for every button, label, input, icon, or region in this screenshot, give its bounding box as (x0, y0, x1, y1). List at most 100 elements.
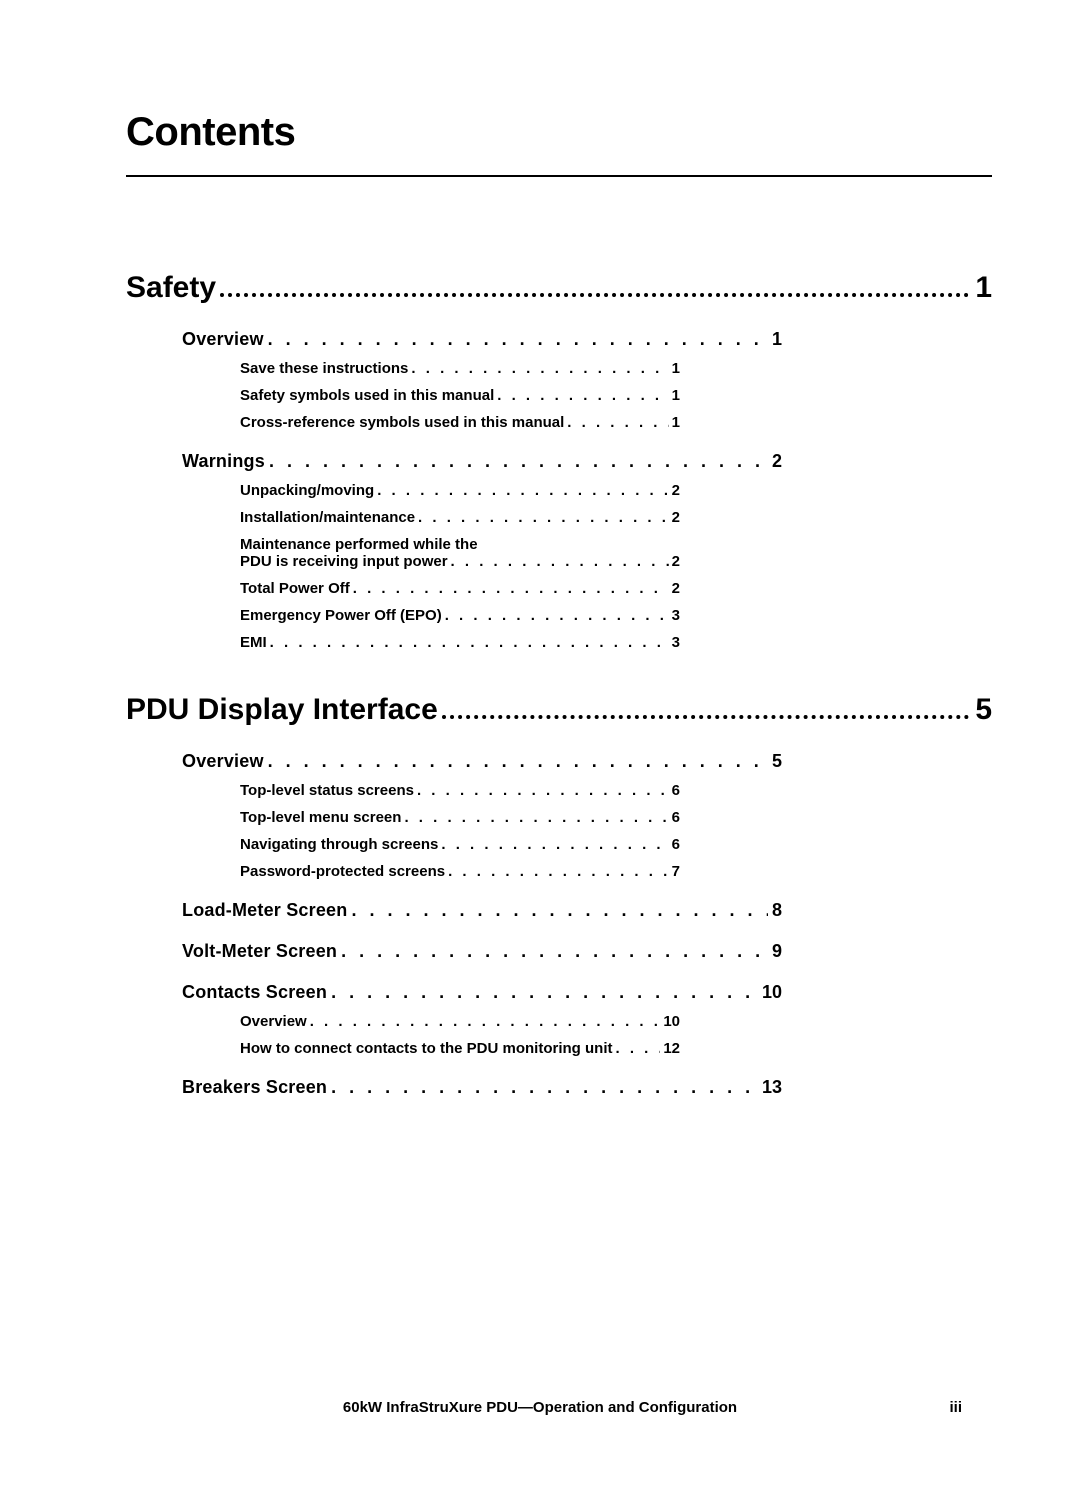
toc-page-number: 6 (672, 836, 680, 853)
toc-section: Volt-Meter Screen 9 (182, 941, 782, 962)
toc-leader-dots (411, 360, 668, 377)
toc-chapter-label: Safety (126, 271, 216, 305)
toc-subsection-label: Unpacking/moving (240, 482, 374, 499)
toc-subsection-label: Overview (240, 1013, 307, 1030)
toc-leader-dots (268, 751, 768, 772)
toc-leader-dots (451, 553, 669, 570)
toc-page-number: 8 (772, 900, 782, 921)
toc-section-wrap: Load-Meter Screen 8 (182, 900, 782, 921)
toc-subsection-label-line2: PDU is receiving input power (240, 553, 448, 570)
toc-leader-dots (441, 836, 668, 853)
toc-subsection-wrap: Navigating through screens 6 (240, 836, 680, 853)
toc-page-number: 2 (772, 451, 782, 472)
toc-page-number: 2 (672, 553, 680, 570)
table-of-contents: Safety1Overview1Save these instructions1… (126, 271, 992, 1098)
toc-leader-dots (331, 982, 758, 1003)
toc-page-number: 2 (672, 580, 680, 597)
toc-page-number: 6 (672, 809, 680, 826)
toc-page-number: 5 (975, 693, 992, 727)
toc-subsection-wrap: Save these instructions1 (240, 360, 680, 377)
toc-subsection-label: Cross-reference symbols used in this man… (240, 414, 564, 431)
toc-subsection-label: Total Power Off (240, 580, 350, 597)
toc-page-number: 3 (672, 607, 680, 624)
toc-subsection-label: Password-protected screens (240, 863, 445, 880)
toc-subsection-label: Top-level status screens (240, 782, 414, 799)
toc-subsection-label: Save these instructions (240, 360, 408, 377)
toc-subsection-wrap: Safety symbols used in this manual1 (240, 387, 680, 404)
toc-subsection: Overview 10 (240, 1013, 680, 1030)
toc-subsection: Cross-reference symbols used in this man… (240, 414, 680, 431)
page: Contents Safety1 Overview 1 Save these inst… (0, 0, 1080, 1485)
toc-section-wrap: Overview 1 (182, 329, 782, 350)
toc-page-number: 10 (762, 982, 782, 1003)
toc-leader-dots (418, 509, 669, 526)
toc-section-label: Overview (182, 329, 264, 350)
toc-leader-dots (417, 782, 669, 799)
toc-leader-dots (220, 293, 969, 297)
toc-subsection: Total Power Off 2 (240, 580, 680, 597)
toc-subsection: Navigating through screens 6 (240, 836, 680, 853)
toc-section-label: Overview (182, 751, 264, 772)
toc-subsection-label: Navigating through screens (240, 836, 438, 853)
toc-page-number: 2 (672, 509, 680, 526)
toc-page-number: 12 (663, 1040, 680, 1057)
toc-page-number: 5 (772, 751, 782, 772)
footer: 60kW InfraStruXure PDU—Operation and Con… (0, 1399, 1080, 1417)
toc-section: Contacts Screen 10 (182, 982, 782, 1003)
toc-subsection: Unpacking/moving 2 (240, 482, 680, 499)
toc-subsection-label: Safety symbols used in this manual (240, 387, 494, 404)
toc-subsection: EMI3 (240, 634, 680, 651)
toc-subsection-wrap: EMI3 (240, 634, 680, 651)
page-title: Contents (126, 110, 992, 155)
toc-leader-dots (310, 1013, 661, 1030)
toc-subsection: Top-level menu screen 6 (240, 809, 680, 826)
toc-subsection-wrap: Emergency Power Off (EPO)3 (240, 607, 680, 624)
toc-leader-dots (567, 414, 668, 431)
toc-section: Breakers Screen 13 (182, 1077, 782, 1098)
content-area: Contents Safety1 Overview 1 Save these inst… (126, 110, 992, 1098)
toc-page-number: 13 (762, 1077, 782, 1098)
toc-page-number: 2 (672, 482, 680, 499)
toc-leader-dots (268, 329, 768, 350)
toc-subsection: Safety symbols used in this manual1 (240, 387, 680, 404)
toc-subsection-label: Installation/maintenance (240, 509, 415, 526)
toc-subsection-wrap: Password-protected screens7 (240, 863, 680, 880)
toc-leader-dots (377, 482, 668, 499)
toc-chapter: Safety1 (126, 271, 992, 305)
toc-section-wrap: Contacts Screen 10 (182, 982, 782, 1003)
toc-leader-dots (616, 1040, 661, 1057)
toc-page-number: 10 (663, 1013, 680, 1030)
toc-page-number: 3 (672, 634, 680, 651)
toc-subsection: Password-protected screens7 (240, 863, 680, 880)
toc-leader-dots (404, 809, 668, 826)
toc-section-label: Load-Meter Screen (182, 900, 347, 921)
toc-subsection-wrap: Installation/maintenance 2 (240, 509, 680, 526)
toc-page-number: 9 (772, 941, 782, 962)
footer-title: 60kW InfraStruXure PDU—Operation and Con… (343, 1399, 737, 1416)
toc-section: Overview 1 (182, 329, 782, 350)
toc-subsection-label: Top-level menu screen (240, 809, 401, 826)
footer-page-number: iii (949, 1399, 962, 1416)
toc-subsection-wrap: Total Power Off 2 (240, 580, 680, 597)
toc-chapter: PDU Display Interface 5 (126, 693, 992, 727)
toc-subsection: Installation/maintenance 2 (240, 509, 680, 526)
toc-section-label: Contacts Screen (182, 982, 327, 1003)
toc-leader-dots (353, 580, 669, 597)
toc-subsection: How to connect contacts to the PDU monit… (240, 1040, 680, 1057)
toc-subsection-wrap: Cross-reference symbols used in this man… (240, 414, 680, 431)
toc-leader-dots (341, 941, 768, 962)
title-rule (126, 175, 992, 177)
toc-leader-dots (269, 451, 768, 472)
toc-subsection: Save these instructions1 (240, 360, 680, 377)
toc-leader-dots (442, 715, 970, 719)
toc-section: Load-Meter Screen 8 (182, 900, 782, 921)
toc-section-wrap: Volt-Meter Screen 9 (182, 941, 782, 962)
toc-subsection-wrap: How to connect contacts to the PDU monit… (240, 1040, 680, 1057)
toc-section-label: Breakers Screen (182, 1077, 327, 1098)
toc-chapter-label: PDU Display Interface (126, 693, 438, 727)
toc-section-label: Volt-Meter Screen (182, 941, 337, 962)
toc-page-number: 1 (772, 329, 782, 350)
toc-section-wrap: Overview 5 (182, 751, 782, 772)
toc-subsection-label-line1: Maintenance performed while the (240, 536, 680, 553)
toc-leader-dots (497, 387, 668, 404)
